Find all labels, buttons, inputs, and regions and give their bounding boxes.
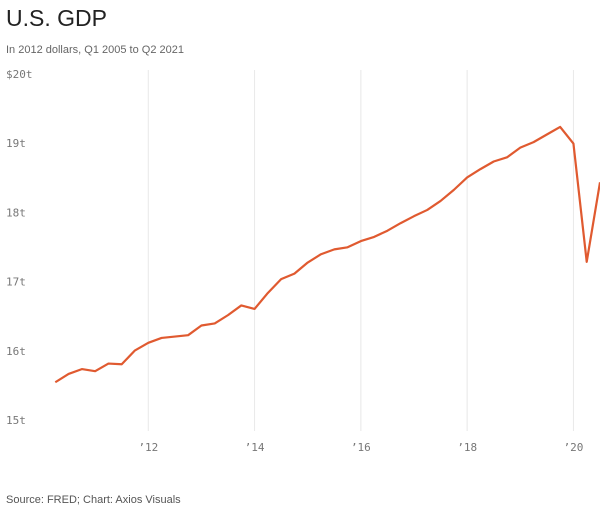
x-tick-label: ’18 [457,441,477,454]
y-tick-label: 18t [6,206,26,219]
x-tick-label: ’14 [245,441,265,454]
chart-source: Source: FRED; Chart: Axios Visuals [6,494,181,506]
chart-subtitle: In 2012 dollars, Q1 2005 to Q2 2021 [6,44,184,56]
x-tick-label: ’20 [563,441,583,454]
x-tick-label: ’16 [351,441,371,454]
y-tick-label: $20t [6,68,33,81]
x-tick-label: ’12 [138,441,158,454]
y-tick-label: 16t [6,345,26,358]
chart-title: U.S. GDP [6,5,107,31]
y-tick-label: 17t [6,276,26,289]
data-line [54,125,600,384]
y-tick-label: 15t [6,414,26,427]
y-tick-label: 19t [6,137,26,150]
